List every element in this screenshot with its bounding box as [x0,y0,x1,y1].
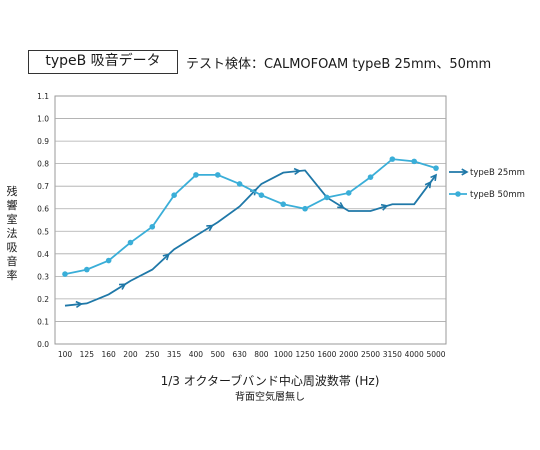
data-point-2 [149,223,156,230]
x-tick-label: 3150 [383,350,402,359]
data-point-2 [367,174,374,180]
data-point-2 [193,172,199,178]
data-point-2 [389,156,396,162]
legend-marker-2 [455,191,461,197]
data-arrow-1 [118,283,127,290]
y-tick-label: 0.2 [37,295,49,304]
data-arrow-1 [206,224,214,232]
chart-title-box: typeB 吸音データ [28,50,178,74]
data-arrow-1 [430,173,437,181]
data-point-2 [324,194,330,201]
x-tick-label: 800 [254,350,269,359]
y-axis-label: 残響室法吸音率 [6,185,18,282]
x-tick-label: 100 [58,350,73,359]
x-tick-label: 500 [211,350,226,359]
data-arrow-1 [75,300,84,309]
data-point-2 [236,181,243,187]
plot-frame [54,95,447,345]
y-tick-label: 0.6 [37,205,49,214]
x-tick-label: 250 [145,350,160,359]
data-point-2 [127,239,134,246]
data-point-2 [105,257,112,264]
data-point-2 [433,165,439,171]
data-arrow-1 [337,201,345,209]
series-line-1 [64,169,437,307]
data-point-2 [258,192,265,198]
series-line-2 [64,158,437,275]
x-tick-label: 1250 [296,350,315,359]
legend-marker-1 [461,168,469,176]
data-arrow-1 [162,253,170,261]
x-tick-label: 315 [167,350,182,359]
x-tick-label: 200 [123,350,138,359]
x-tick-label: 1600 [317,350,336,359]
y-tick-label: 0.1 [37,317,49,326]
legend-label-2: typeB 50mm [470,190,525,200]
x-axis-label: 1/3 オクターブバンド中心周波数帯 (Hz) [160,374,380,388]
y-tick-label: 1.0 [37,115,49,124]
data-point-2 [214,172,221,178]
data-point-2 [345,190,352,196]
x-tick-label: 125 [80,350,95,359]
data-arrow-1 [380,203,389,211]
data-point-2 [171,192,177,198]
test-specimen-label: テスト検体：CALMOFOAM typeB 25mm、50mm [186,57,492,72]
y-tick-label: 0.4 [37,250,49,259]
y-tick-label: 0.7 [37,182,49,191]
legend-label-1: typeB 25mm [470,168,525,178]
data-point-2 [280,201,287,208]
x-tick-label: 2000 [339,350,358,359]
data-point-2 [62,271,68,277]
x-tick-label: 630 [232,350,247,359]
x-tick-label: 4000 [405,350,424,359]
data-point-2 [411,158,417,165]
y-tick-label: 1.1 [37,92,49,101]
data-arrow-1 [424,180,432,189]
x-tick-label: 2500 [361,350,380,359]
x-tick-label: 5000 [426,350,445,359]
data-point-2 [84,266,90,273]
y-tick-label: 0.5 [37,227,49,236]
x-tick-label: 400 [189,350,204,359]
x-axis-sublabel: 背面空気層無し [235,392,305,403]
y-tick-label: 0.8 [37,160,49,169]
y-tick-label: 0.0 [37,340,49,349]
y-tick-label: 0.3 [37,272,49,281]
x-tick-label: 160 [101,350,116,359]
data-arrow-1 [293,167,302,176]
data-point-2 [302,205,308,212]
x-tick-label: 1000 [274,350,293,359]
y-tick-label: 0.9 [37,137,49,146]
